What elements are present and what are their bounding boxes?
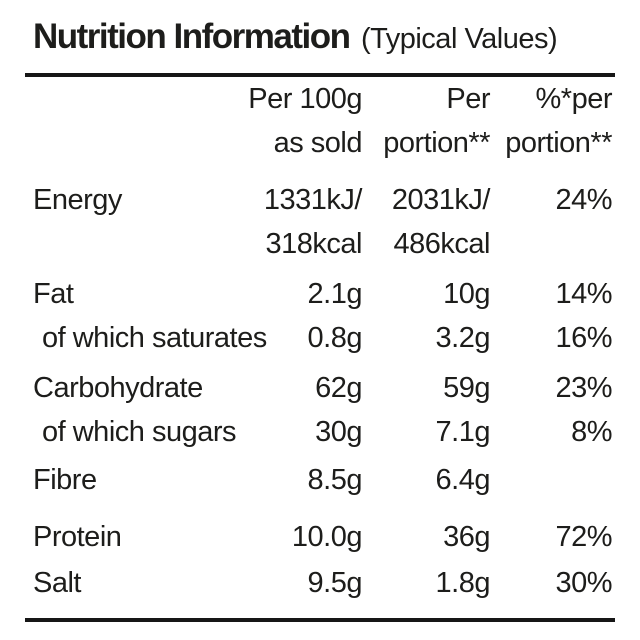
row-label: Fibre: [33, 464, 97, 496]
table-row-protein: Protein 10.0g 36g 72%: [33, 515, 613, 559]
header-col-per-portion: Per portion**: [362, 77, 490, 165]
percent-value: 23%: [555, 372, 612, 404]
portion-value: 2031kJ/ 486kcal: [362, 178, 491, 266]
table-row-saturates: of which saturates 0.8g 3.2g 16%: [33, 316, 613, 360]
header-portion-line1: Per: [446, 83, 490, 115]
per100-value: 1331kJ/ 318kcal: [242, 178, 363, 266]
row-label: of which saturates: [42, 322, 267, 354]
bottom-divider: [25, 618, 615, 622]
per100-value: 9.5g: [307, 567, 363, 599]
percent-value: 30%: [555, 567, 612, 599]
portion-value: 59g: [443, 372, 490, 404]
portion-value: 6.4g: [435, 464, 491, 496]
row-label: of which sugars: [42, 416, 237, 448]
table-row-fat: Fat 2.1g 10g 14%: [33, 272, 613, 316]
portion-value-kj: 2031kJ/: [391, 184, 491, 216]
portion-value: 7.1g: [435, 416, 491, 448]
top-divider: [25, 73, 615, 77]
row-label: Fat: [33, 278, 74, 310]
header-col-percent-per-portion: %*per portion**: [490, 77, 612, 165]
table-row-sugars: of which sugars 30g 7.1g 8%: [33, 410, 613, 454]
per100-value: 30g: [315, 416, 362, 448]
header-per100-line1: Per 100g: [248, 83, 362, 115]
table-header: Per 100g as sold Per portion** %*per por…: [33, 77, 612, 165]
per100-value-kcal: 318kcal: [265, 228, 363, 260]
per100-value-kj: 1331kJ/: [263, 184, 363, 216]
per100-value: 2.1g: [307, 278, 363, 310]
percent-value: 72%: [555, 521, 612, 553]
table-row-energy: Energy 1331kJ/ 318kcal 2031kJ/ 486kcal 2…: [33, 178, 613, 266]
per100-value: 8.5g: [307, 464, 363, 496]
portion-value-kcal: 486kcal: [393, 228, 491, 260]
table-row-carbohydrate: Carbohydrate 62g 59g 23%: [33, 366, 613, 410]
title-subtitle: (Typical Values): [360, 23, 558, 55]
header-percent-line2: portion**: [505, 127, 612, 159]
row-label: Energy: [33, 184, 122, 216]
per100-value: 10.0g: [291, 521, 363, 553]
portion-value: 3.2g: [435, 322, 491, 354]
percent-value: 8%: [571, 416, 612, 448]
header-percent-line1: %*per: [535, 83, 613, 115]
percent-value: 16%: [555, 322, 612, 354]
title-row: Nutrition Information (Typical Values): [33, 14, 612, 67]
row-label: Carbohydrate: [33, 372, 203, 404]
per100-value: 62g: [315, 372, 362, 404]
percent-value: 14%: [555, 278, 612, 310]
table-row-fibre: Fibre 8.5g 6.4g: [33, 458, 612, 502]
page-title: Nutrition Information: [33, 17, 351, 56]
header-col-per-100g: Per 100g as sold: [242, 77, 362, 165]
portion-value: 36g: [443, 521, 490, 553]
per100-value: 0.8g: [307, 322, 363, 354]
percent-value: 24%: [555, 184, 612, 216]
row-label: Protein: [33, 521, 122, 553]
row-label: Salt: [33, 567, 81, 599]
portion-value: 1.8g: [435, 567, 491, 599]
header-per100-line2: as sold: [273, 127, 363, 159]
portion-value: 10g: [443, 278, 490, 310]
header-portion-line2: portion**: [383, 127, 490, 159]
table-row-salt: Salt 9.5g 1.8g 30%: [33, 561, 613, 605]
